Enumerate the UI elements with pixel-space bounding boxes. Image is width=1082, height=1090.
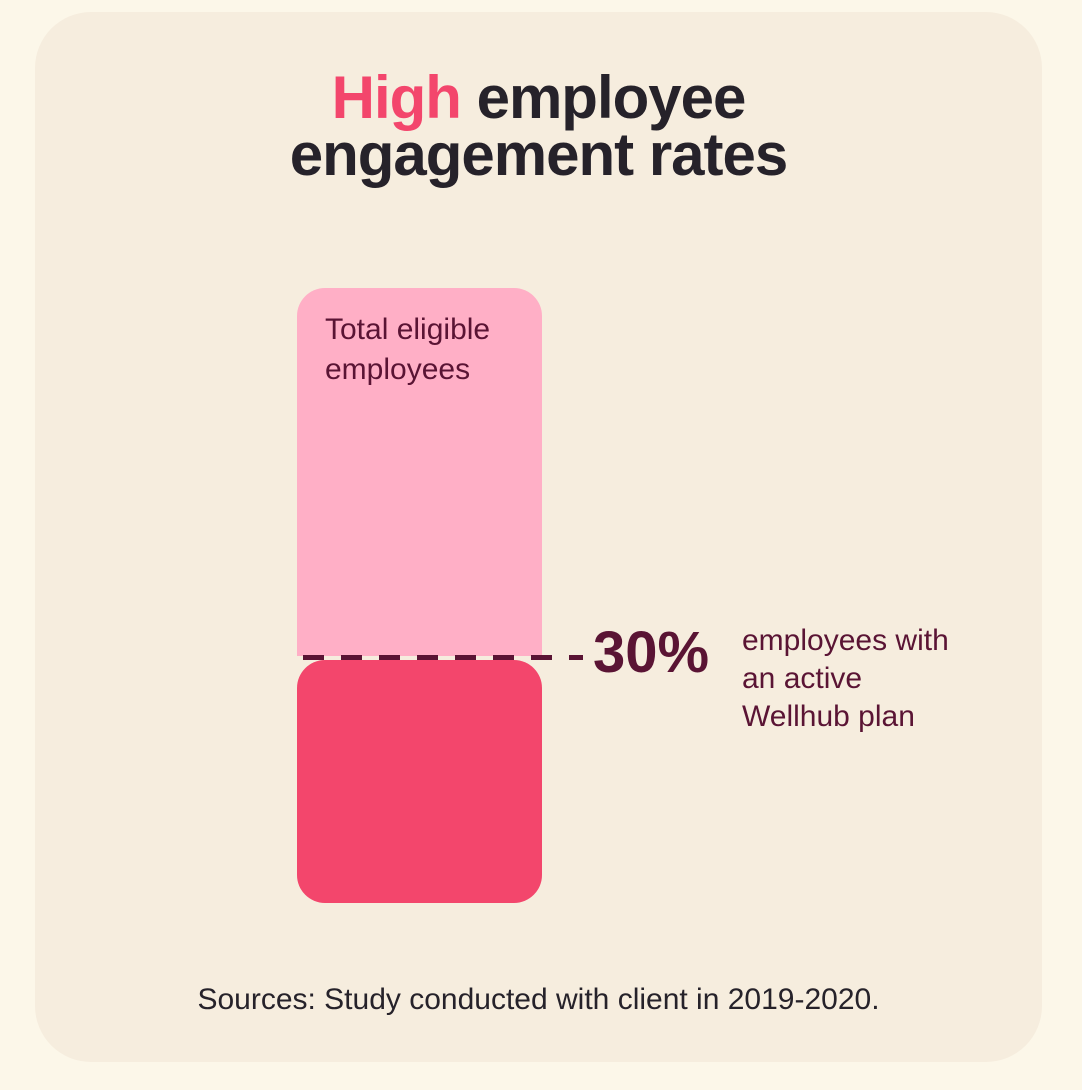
bar-segment-active-plan — [297, 660, 542, 903]
chart-title: High employee engagement rates — [35, 68, 1042, 185]
bar-segment-total-eligible: Total eligible employees — [297, 288, 542, 656]
bar-total-label: Total eligible employees — [325, 313, 491, 386]
title-line2: engagement rates — [289, 121, 789, 188]
percentage-description: employees with an active Wellhub plan — [742, 624, 949, 733]
title-highlight: High — [331, 64, 462, 131]
sources-note: Sources: Study conducted with client in … — [197, 983, 880, 1016]
threshold-dashed-line — [303, 655, 583, 660]
title-line1-rest: employee — [460, 64, 747, 131]
infographic-card: High employee engagement rates Total elig… — [35, 12, 1042, 1062]
percentage-value: 30% — [593, 620, 710, 685]
